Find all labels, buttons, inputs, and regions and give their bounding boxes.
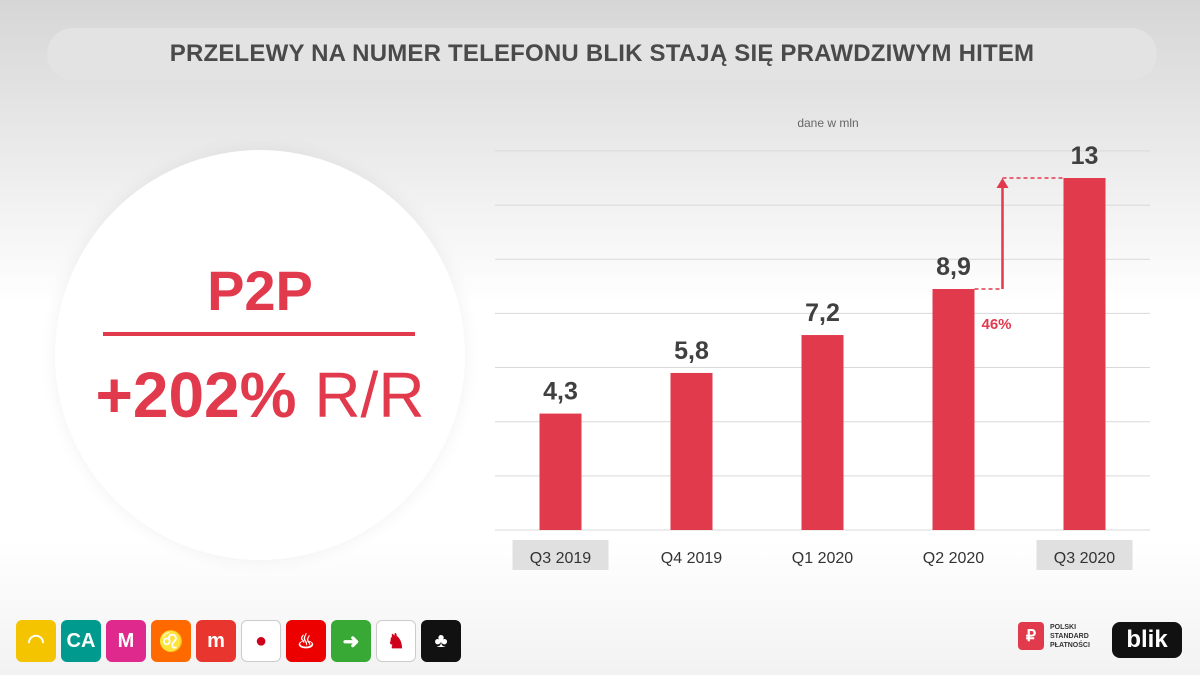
mbank-logo: m (196, 620, 236, 662)
highlight-circle: P2P +202% R/R (55, 150, 465, 560)
tree-logo: ♣ (421, 620, 461, 662)
annotation-label: 46% (981, 316, 1011, 333)
p2p-label: P2P (207, 259, 313, 322)
tick-label: Q3 2020 (1054, 550, 1115, 567)
data-label: 13 (1071, 142, 1099, 170)
data-label: 4,3 (543, 378, 578, 406)
tick-highlight (1036, 540, 1133, 570)
annotation-arrow-head (996, 178, 1009, 188)
unit-note: dane w mln (797, 116, 859, 130)
tick-highlight (512, 540, 609, 570)
bar-q1-2020 (801, 335, 844, 530)
psp-logo: ₽ POLSKI STANDARD PŁATNOŚCI (1018, 622, 1090, 650)
bison-logo: ♞ (376, 620, 416, 662)
arrow-logo: ➜ (331, 620, 371, 662)
page-title: PRZELEWY NA NUMER TELEFONU BLIK STAJĄ SI… (169, 40, 1035, 67)
tick-label: Q4 2019 (661, 550, 722, 567)
blik-logo: blik (1112, 622, 1182, 658)
psp-label: POLSKI STANDARD PŁATNOŚCI (1050, 623, 1090, 649)
bar-q4-2019 (670, 372, 713, 530)
psp-icon: ₽ (1018, 622, 1044, 650)
flame-logo: ♨ (286, 620, 326, 662)
growth-suffix: R/R (314, 359, 425, 431)
bar-q3-2019 (539, 413, 582, 530)
sun-hat-logo: ◠ (16, 620, 56, 662)
data-label: 7,2 (805, 299, 840, 327)
tick-label: Q2 2020 (923, 550, 984, 567)
growth-text: +202% R/R (55, 358, 465, 432)
data-label: 8,9 (936, 253, 971, 281)
m-logo: M (106, 620, 146, 662)
circle-logo: ● (241, 620, 281, 662)
bar-q3-2020 (1063, 178, 1106, 530)
bank-logos: ◠ CA M ♌ m ● ♨ ➜ ♞ ♣ (16, 620, 461, 662)
data-label: 5,8 (674, 337, 709, 365)
title-bar: PRZELEWY NA NUMER TELEFONU BLIK STAJĄ SI… (47, 28, 1157, 80)
lion-logo: ♌ (151, 620, 191, 662)
tick-label: Q3 2019 (530, 550, 591, 567)
tick-label: Q1 2020 (792, 550, 853, 567)
divider-line (103, 332, 415, 336)
credit-agricole-logo: CA (61, 620, 101, 662)
growth-value: +202% (95, 359, 297, 431)
bar-q2-2020 (932, 289, 975, 530)
